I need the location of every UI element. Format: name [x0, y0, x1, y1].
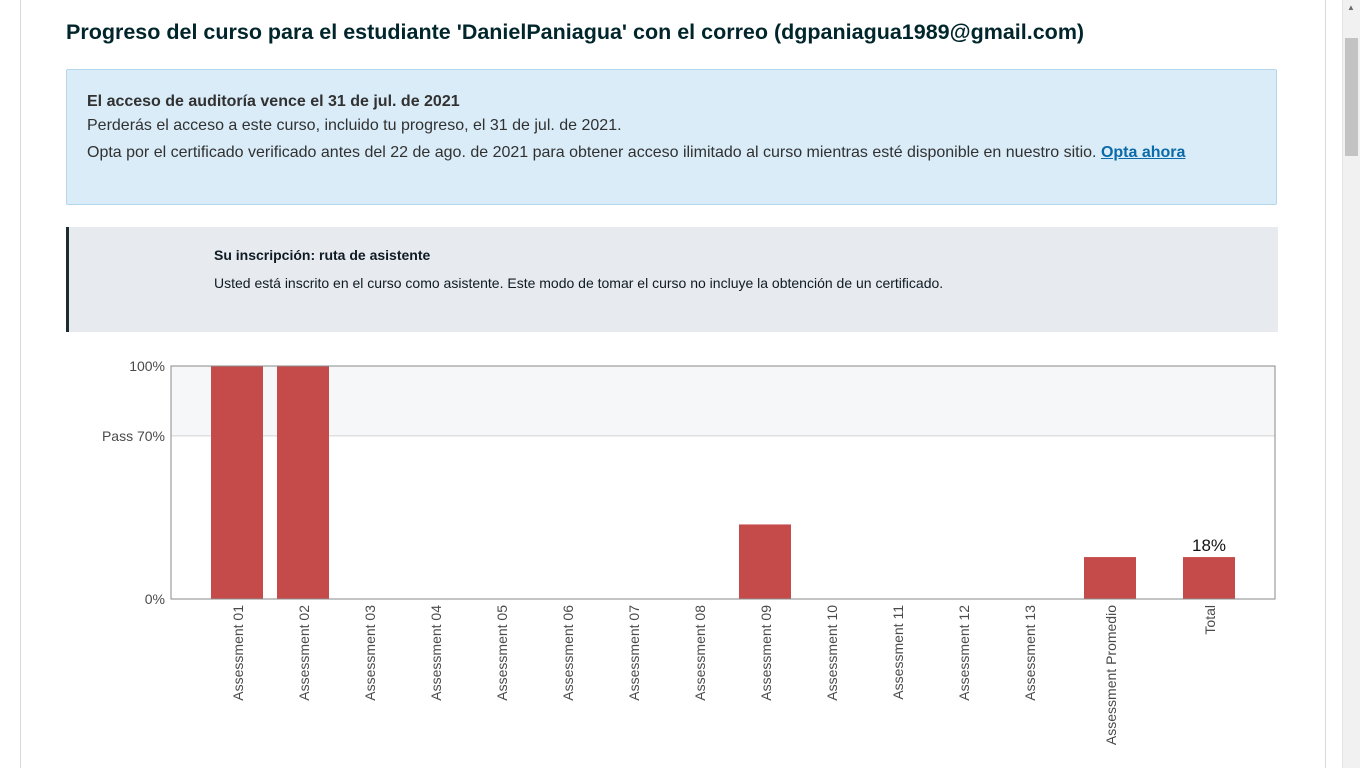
enrollment-heading: Su inscripción: ruta de asistente [214, 247, 431, 263]
x-tick-label: Assessment 12 [956, 605, 972, 701]
x-tick-label: Assessment 06 [560, 605, 576, 701]
x-tick-label: Assessment 08 [692, 605, 708, 701]
upgrade-now-link[interactable]: Opta ahora [1100, 144, 1186, 161]
pass-region [171, 366, 1275, 436]
alert-message-line2: Opta por el certificado verificado antes… [87, 141, 1237, 165]
grade-chart: 100% Pass 70% 0% 18% Assessment 01 Assessment… [102, 358, 1276, 745]
bar [1084, 557, 1136, 599]
x-tick-label: Assessment 11 [890, 605, 906, 700]
plot-border [170, 365, 1276, 600]
scrollbar-thumb[interactable] [1345, 38, 1358, 156]
enrollment-text: Usted está inscrito en el curso como asi… [214, 275, 944, 291]
x-tick-label: Total [1202, 605, 1218, 635]
x-tick-label: Assessment 03 [362, 605, 378, 701]
y-tick-label: 0% [145, 591, 165, 607]
page-title: Progreso del curso para el estudiante 'D… [66, 20, 1085, 44]
bar [1183, 557, 1235, 599]
enrollment-message: Su inscripción: ruta de asistente Usted … [66, 227, 1278, 332]
audit-access-alert: El acceso de auditoría vence el 31 de ju… [66, 69, 1277, 205]
alert-message-line1: Perderás el acceso a este curso, incluid… [87, 117, 622, 134]
alert-upgrade-text: Opta por el certificado verificado antes… [87, 144, 1097, 161]
x-tick-label: Assessment 13 [1022, 605, 1038, 701]
y-tick-label: Pass 70% [102, 428, 165, 444]
alert-heading: El acceso de auditoría vence el 31 de ju… [87, 93, 460, 110]
x-tick-label: Assessment 10 [824, 605, 840, 701]
bar [211, 366, 263, 599]
scroll-up-arrow-icon[interactable]: ▲ [1347, 3, 1355, 12]
x-tick-label: Assessment 04 [428, 605, 444, 701]
y-tick-label: 100% [129, 358, 165, 374]
x-tick-label: Assessment Promedio [1103, 605, 1119, 745]
x-tick-label: Assessment 05 [494, 605, 510, 701]
bar [739, 524, 791, 599]
x-tick-label: Assessment 01 [230, 605, 246, 701]
x-tick-label: Assessment 02 [296, 605, 312, 701]
x-tick-label: Assessment 07 [626, 605, 642, 701]
vertical-scrollbar[interactable]: ▲ [1342, 0, 1360, 768]
bar [277, 366, 329, 599]
x-tick-label: Assessment 09 [758, 605, 774, 701]
data-label: 18% [1192, 536, 1226, 555]
